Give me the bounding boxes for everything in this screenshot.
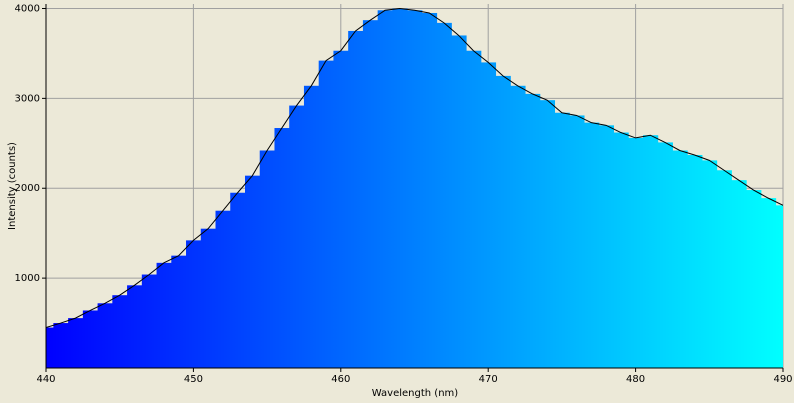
bar	[451, 35, 467, 368]
bar	[215, 210, 231, 368]
bar	[274, 128, 290, 368]
bar	[746, 190, 762, 368]
x-tick-label: 440	[36, 374, 55, 385]
x-tick-label: 470	[479, 374, 498, 385]
bar	[392, 8, 408, 368]
bar	[775, 205, 783, 368]
bar	[628, 137, 644, 368]
line-group	[46, 7, 783, 329]
x-tick-label: 490	[773, 374, 792, 385]
bar	[259, 150, 275, 368]
bar	[244, 175, 261, 368]
bar	[127, 285, 143, 368]
bar	[362, 20, 379, 368]
bar	[495, 75, 511, 368]
bar	[421, 12, 438, 368]
bar	[510, 85, 526, 368]
bar	[569, 115, 585, 368]
bar	[53, 323, 69, 368]
bar	[318, 60, 334, 368]
bar	[554, 112, 570, 368]
bar	[701, 160, 718, 368]
bar	[687, 154, 703, 368]
bar	[584, 122, 600, 368]
bar	[716, 170, 732, 368]
bars	[46, 8, 783, 368]
y-tick-label: 2000	[15, 183, 40, 194]
bar	[598, 125, 614, 368]
bar	[112, 295, 128, 368]
bar	[141, 274, 158, 368]
bar	[333, 50, 349, 368]
bar	[436, 22, 452, 368]
bar	[82, 310, 99, 368]
bar	[377, 10, 393, 368]
bar	[480, 62, 497, 368]
bar	[760, 198, 777, 368]
bar	[200, 228, 217, 368]
x-tick-label: 480	[626, 374, 645, 385]
bar	[230, 192, 246, 368]
bar	[731, 180, 747, 368]
x-tick-label: 450	[184, 374, 203, 385]
bar	[642, 135, 659, 368]
bar	[539, 100, 556, 368]
x-tick-label: 460	[331, 374, 350, 385]
bar	[672, 150, 688, 368]
x-axis-label: Wavelength (nm)	[372, 388, 458, 399]
bar	[289, 105, 305, 368]
bar	[348, 30, 364, 368]
bar	[46, 327, 54, 368]
bar	[657, 142, 673, 368]
bar	[171, 255, 187, 368]
y-tick-label: 1000	[15, 273, 40, 284]
bar	[407, 10, 423, 368]
bar	[613, 132, 629, 368]
bar	[97, 303, 113, 368]
bar	[303, 85, 320, 368]
spectrum-line	[46, 7, 783, 329]
bar	[186, 240, 202, 368]
bar	[68, 318, 84, 368]
y-tick-label: 3000	[15, 93, 40, 104]
y-axis-label: Intensity (counts)	[7, 142, 18, 230]
bar	[525, 93, 541, 368]
bar	[466, 50, 482, 368]
bar	[156, 262, 172, 368]
y-tick-label: 4000	[15, 3, 40, 14]
